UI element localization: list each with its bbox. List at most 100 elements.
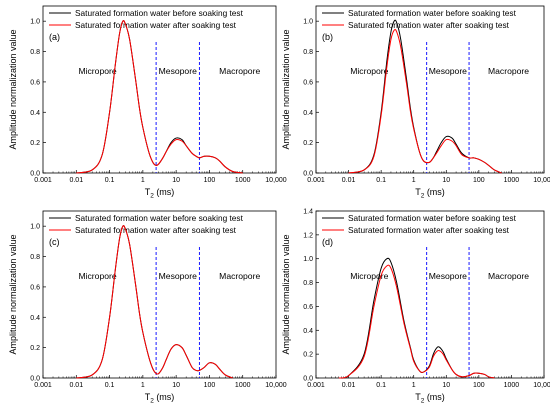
series-line-after [76,225,233,379]
region-label-mesopore: Mesopore [159,271,197,281]
y-tick-label: 0.4 [30,110,40,117]
panel-letter: (c) [49,237,60,247]
series-line-before [76,20,243,174]
x-tick-label: 10,000 [533,177,550,184]
y-tick-label: 0.2 [303,352,313,359]
x-tick-label: 100 [204,382,216,389]
region-label-macropore: Macropore [488,271,529,281]
x-axis-label: T2 (ms) [145,187,175,200]
y-tick-label: 1.0 [30,224,40,231]
x-tick-label: 0.01 [69,382,83,389]
region-label-mesopore: Mesopore [429,66,467,76]
y-tick-label: 0.6 [30,284,40,291]
x-tick-label: 0.01 [69,177,83,184]
chart-panel-b: 0.001 0.01 0.1 1 10 100 1000 10,000 0.0 0.2 0.4 0.6… [281,5,550,200]
x-tick-label: 1 [412,177,416,184]
legend-entry: Saturated formation water before soaking… [75,213,244,223]
y-tick-label: 0.0 [303,376,313,383]
x-tick-label: 0.1 [376,177,386,184]
legend-entry: Saturated formation water after soaking … [348,225,510,235]
y-tick-label: 0.0 [30,376,40,383]
y-tick-label: 0.2 [303,140,313,147]
y-axis-label: Amplitude normalization value [8,29,18,149]
x-tick-label: 1000 [235,177,251,184]
region-label-macropore: Macropore [488,66,529,76]
panel-letter: (a) [49,32,60,42]
region-label-macropore: Macropore [219,271,260,281]
chart-panel-a: 0.001 0.01 0.1 1 10 100 1000 10,000 0.0 0.2 0.4 0.6… [8,5,287,200]
x-tick-label: 1000 [504,382,520,389]
series-line-after [338,264,495,379]
series-line-before [76,225,233,379]
x-tick-label: 10,000 [265,382,287,389]
panel-letter: (b) [322,32,333,42]
y-axis-label: Amplitude normalization value [8,234,18,354]
legend-entry: Saturated formation water after soaking … [348,20,510,30]
region-label-micropore: Micropore [78,66,116,76]
y-tick-label: 1.0 [30,19,40,26]
y-tick-label: 1.0 [303,256,313,263]
y-tick-label: 1.2 [303,232,313,239]
y-tick-label: 0.0 [30,171,40,178]
x-tick-label: 0.001 [307,177,325,184]
y-axis-label: Amplitude normalization value [281,234,291,354]
x-tick-label: 1 [141,177,145,184]
y-tick-label: 0.6 [303,304,313,311]
x-tick-label: 10,000 [533,382,550,389]
x-tick-label: 1 [412,382,416,389]
y-tick-label: 0.8 [303,280,313,287]
y-tick-label: 0.4 [303,328,313,335]
x-tick-label: 100 [473,177,485,184]
region-label-mesopore: Mesopore [159,66,197,76]
y-tick-label: 0.2 [30,345,40,352]
y-tick-label: 0.6 [303,79,313,86]
legend-entry: Saturated formation water after soaking … [75,225,237,235]
x-tick-label: 10 [172,382,180,389]
x-tick-label: 0.01 [342,382,356,389]
y-axis-label: Amplitude normalization value [281,29,291,149]
x-tick-label: 10,000 [265,177,287,184]
region-label-mesopore: Mesopore [429,271,467,281]
series-line-after [76,20,243,174]
plot-frame [315,5,545,174]
y-tick-label: 0.6 [30,79,40,86]
legend-entry: Saturated formation water before soaking… [348,213,517,223]
y-tick-label: 0.8 [303,49,313,56]
y-tick-label: 0.4 [303,110,313,117]
panel-letter: (d) [322,237,333,247]
x-tick-label: 0.001 [34,382,52,389]
x-tick-label: 0.001 [34,177,52,184]
chart-panel-c: 0.001 0.01 0.1 1 10 100 1000 10,000 0.0 0.2 0.4 0.6… [8,210,287,405]
x-tick-label: 0.1 [376,382,386,389]
x-tick-label: 0.1 [105,382,115,389]
x-tick-label: 100 [473,382,485,389]
x-tick-label: 10 [442,382,450,389]
x-axis-label: T2 (ms) [145,392,175,405]
y-tick-label: 1.0 [303,19,313,26]
series-line-after [348,28,502,174]
x-tick-label: 1000 [504,177,520,184]
series-line-before [348,19,502,174]
x-tick-label: 0.01 [342,177,356,184]
legend-entry: Saturated formation water before soaking… [348,8,517,18]
x-tick-label: 0.1 [105,177,115,184]
plot-frame [42,210,277,379]
region-label-macropore: Macropore [219,66,260,76]
legend-entry: Saturated formation water after soaking … [75,20,237,30]
x-tick-label: 1000 [235,382,251,389]
x-tick-label: 100 [204,177,216,184]
region-label-micropore: Micropore [78,271,116,281]
chart-panel-d: 0.001 0.01 0.1 1 10 100 1000 10,000 0.0 0.2 0.4 0.6… [281,209,550,405]
x-tick-label: 1 [141,382,145,389]
x-tick-label: 10 [172,177,180,184]
x-tick-label: 0.001 [307,382,325,389]
x-axis-label: T2 (ms) [415,187,445,200]
plot-frame [42,5,277,174]
x-axis-label: T2 (ms) [415,392,445,405]
y-tick-label: 0.4 [30,315,40,322]
y-tick-label: 0.2 [30,140,40,147]
y-tick-label: 0.8 [30,49,40,56]
legend-entry: Saturated formation water before soaking… [75,8,244,18]
region-label-micropore: Micropore [350,66,388,76]
